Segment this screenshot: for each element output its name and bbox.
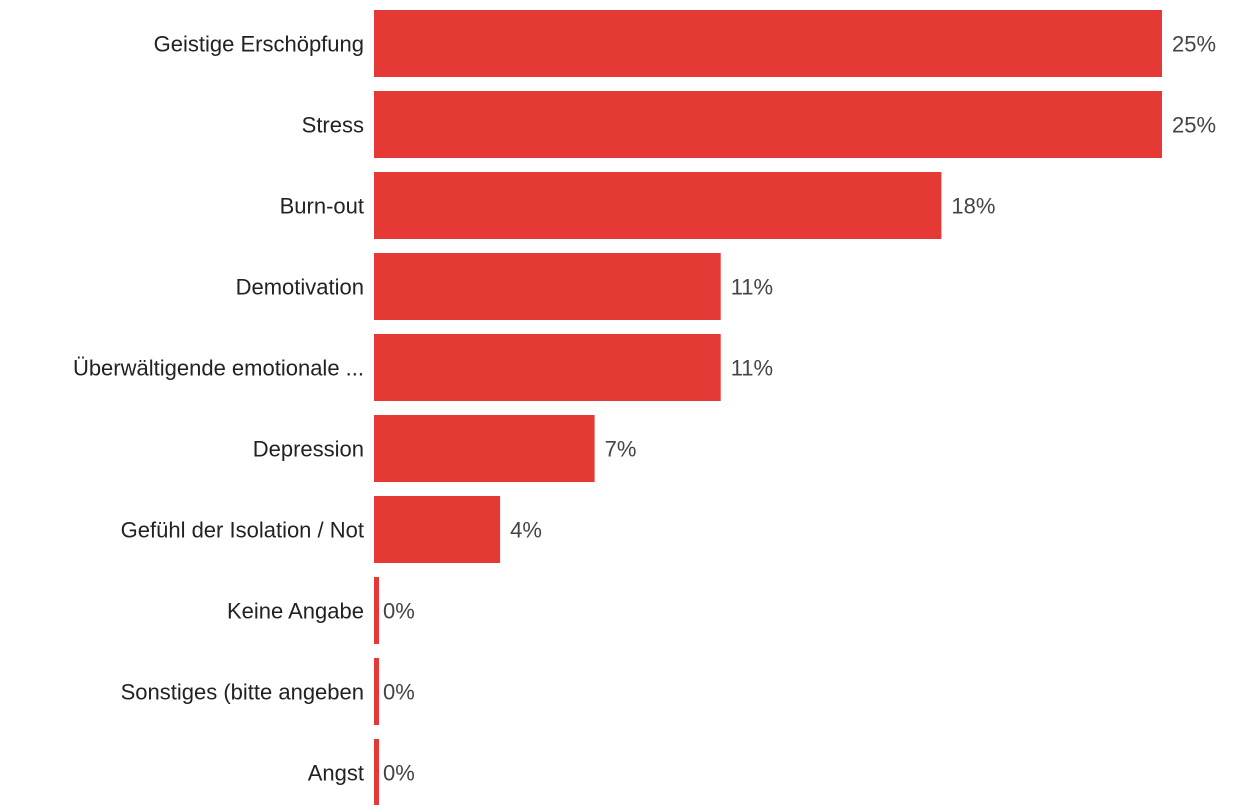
- bar-1: [374, 10, 1162, 77]
- category-label: Angst: [308, 761, 364, 786]
- value-label: 11%: [731, 356, 773, 381]
- value-label: 0%: [383, 599, 415, 624]
- category-label: Geistige Erschöpfung: [154, 32, 364, 57]
- bar-9: [374, 658, 379, 725]
- bars-layer: [374, 10, 1162, 805]
- category-label: Überwältigende emotionale ...: [73, 356, 364, 381]
- value-label: 25%: [1172, 32, 1216, 57]
- category-label: Sonstiges (bitte angeben: [121, 680, 364, 705]
- category-label: Burn-out: [280, 194, 364, 219]
- value-label: 0%: [383, 680, 415, 705]
- value-label: 18%: [951, 194, 995, 219]
- value-label: 0%: [383, 761, 415, 786]
- category-label: Keine Angabe: [227, 599, 364, 624]
- value-label: 25%: [1172, 113, 1216, 138]
- category-label: Stress: [302, 113, 364, 138]
- labels-layer: Geistige Erschöpfung 25% Stress 25% Burn-out…: [73, 32, 1216, 786]
- bar-4: [374, 253, 721, 320]
- value-label: 7%: [605, 437, 637, 462]
- value-label: 4%: [510, 518, 542, 543]
- bar-7: [374, 496, 501, 563]
- bar-5: [374, 334, 721, 401]
- category-label: Depression: [253, 437, 364, 462]
- bar-3: [374, 172, 942, 239]
- bar-6: [374, 415, 595, 482]
- bar-2: [374, 91, 1162, 158]
- bar-8: [374, 577, 379, 644]
- bar-10: [374, 739, 379, 805]
- category-label: Gefühl der Isolation / Not: [121, 518, 364, 543]
- category-label: Demotivation: [236, 275, 364, 300]
- value-label: 11%: [731, 275, 773, 300]
